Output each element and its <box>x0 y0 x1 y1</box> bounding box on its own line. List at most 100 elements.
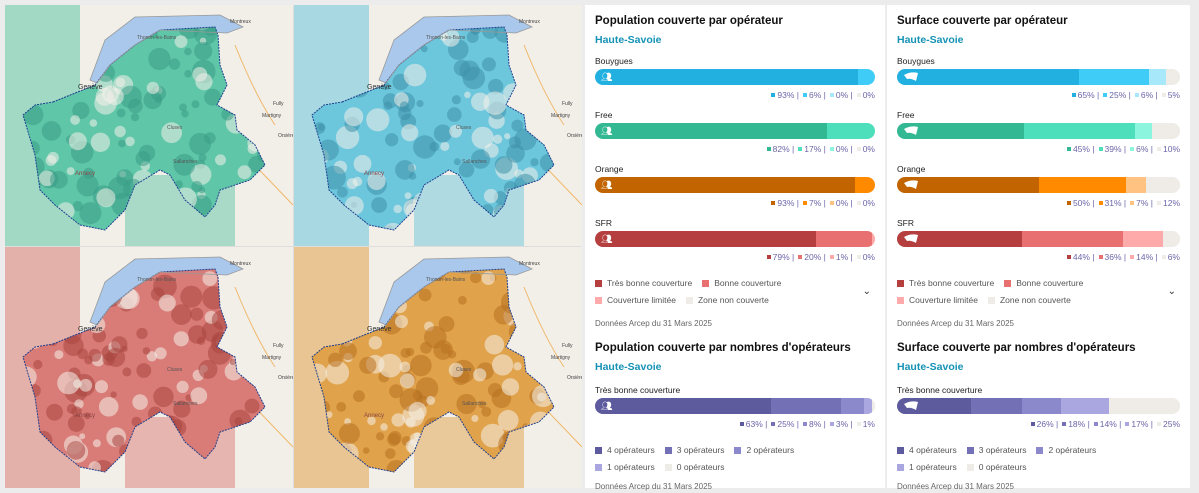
chevron-down-icon[interactable]: ⌄ <box>862 286 871 297</box>
operator-bar-free[interactable] <box>897 123 1180 139</box>
percentage-value: 5% <box>1158 90 1180 100</box>
percentages: 93% | 7% | 0% | 0% <box>595 198 875 208</box>
svg-text:Fully: Fully <box>273 101 284 107</box>
svg-text:Orsières: Orsières <box>278 375 293 381</box>
percentage-value: 25% | <box>767 419 799 429</box>
svg-text:Martigny: Martigny <box>551 355 571 361</box>
legend-item: Zone non couverte <box>987 295 1071 305</box>
population-panel: Population couverte par opérateur Haute-… <box>585 5 885 491</box>
people-icon: 👥︎ <box>601 126 613 136</box>
percentage-value: 6% <box>1158 252 1180 262</box>
bar-segment <box>1134 123 1152 139</box>
svg-text:Fully: Fully <box>562 343 573 349</box>
panel-title: Population couverte par opérateur <box>595 15 783 27</box>
bar-segment <box>1126 177 1147 193</box>
operator-bar-sfr[interactable] <box>897 231 1180 247</box>
map-bouygues[interactable]: Genève Montreux Martigny Fully Orsières … <box>5 5 293 246</box>
bar-segment <box>1123 231 1163 247</box>
percentages: 79% | 20% | 1% | 0% <box>595 252 875 262</box>
bar-segment <box>1021 398 1062 414</box>
operators-count-bar[interactable] <box>897 398 1180 414</box>
percentage-value: 0% <box>853 252 875 262</box>
data-source: Données Arcep du 31 Mars 2025 <box>897 319 1014 328</box>
percentage-value: 6% | <box>1126 144 1153 154</box>
svg-text:Thonon-les-Bains: Thonon-les-Bains <box>426 35 466 41</box>
legend-item: 1 opérateurs <box>595 462 655 472</box>
operator-bar-bouygues[interactable] <box>897 69 1180 85</box>
svg-text:Thonon-les-Bains: Thonon-les-Bains <box>137 35 177 41</box>
percentage-value: 17% | <box>794 144 826 154</box>
percentage-value: 8% | <box>799 419 826 429</box>
data-source: Données Arcep du 31 Mars 2025 <box>595 482 712 491</box>
svg-text:Montreux: Montreux <box>519 261 540 267</box>
bar-segment <box>1061 398 1110 414</box>
operator-bar-sfr[interactable]: 👥︎ <box>595 231 875 247</box>
svg-text:Fully: Fully <box>273 343 284 349</box>
legend-item: 4 opérateurs <box>595 445 655 455</box>
bar-segment <box>1151 123 1180 139</box>
bar-segment <box>1163 231 1180 247</box>
percentage-value: 31% | <box>1095 198 1126 208</box>
percentage-value: 63% | <box>736 419 767 429</box>
percentages: 44% | 36% | 14% | 6% <box>897 252 1180 262</box>
coverage-maps: Genève Montreux Martigny Fully Orsières … <box>5 5 582 488</box>
percentage-value: 25% <box>1153 419 1180 429</box>
bar-segment <box>897 69 1080 85</box>
legend: 4 opérateurs 3 opérateurs 2 opérateurs 1 op… <box>897 445 1180 472</box>
percentage-value: 0% | <box>826 90 853 100</box>
svg-text:Martigny: Martigny <box>551 113 571 119</box>
chevron-down-icon[interactable]: ⌄ <box>1167 286 1176 297</box>
percentage-value: 93% | <box>767 90 799 100</box>
percentage-value: 82% | <box>763 144 794 154</box>
svg-text:Thonon-les-Bains: Thonon-les-Bains <box>426 277 466 283</box>
svg-text:Annecy: Annecy <box>75 171 95 177</box>
label-geneve: Genève <box>78 84 103 91</box>
map-orange[interactable]: Genève Montreux Martigny Fully Orsières … <box>294 247 582 488</box>
percentage-value: 0% <box>853 144 875 154</box>
operator-bar-free[interactable]: 👥︎ <box>595 123 875 139</box>
bar-segment <box>897 177 1039 193</box>
bar-segment <box>595 69 859 85</box>
svg-text:Martigny: Martigny <box>262 113 282 119</box>
bar-segment <box>841 398 864 414</box>
bar-segment <box>872 231 875 247</box>
map-sfr[interactable]: Genève Montreux Martigny Fully Orsières … <box>5 247 293 488</box>
legend-item: 2 opérateurs <box>734 445 794 455</box>
svg-text:Montreux: Montreux <box>519 19 540 25</box>
bar-segment <box>1038 177 1127 193</box>
percentage-value: 36% | <box>1095 252 1126 262</box>
svg-text:Thonon-les-Bains: Thonon-les-Bains <box>137 277 177 283</box>
operator-bar-orange[interactable]: 👥︎ <box>595 177 875 193</box>
operator-bar-bouygues[interactable]: 👥︎ <box>595 69 875 85</box>
percentages: 63% | 25% | 8% | 3% | 1% <box>595 419 875 429</box>
area-icon <box>903 72 919 82</box>
legend-item: Couverture limitée <box>897 295 978 305</box>
area-icon <box>903 180 919 190</box>
percentage-value: 6% | <box>1131 90 1158 100</box>
percentage-value: 26% | <box>1027 419 1058 429</box>
legend-item: Zone non couverte <box>685 295 769 305</box>
label-geneve: Genève <box>78 326 103 333</box>
svg-text:Martigny: Martigny <box>262 355 282 361</box>
bar-segment <box>1079 69 1150 85</box>
operators-count-bar[interactable]: 👥︎ <box>595 398 875 414</box>
legend: Très bonne couverture Bonne couverture Cou… <box>595 278 875 305</box>
percentage-value: 20% | <box>794 252 826 262</box>
people-icon: 👥︎ <box>601 401 613 411</box>
legend-item: Très bonne couverture <box>897 278 994 288</box>
percentage-value: 10% <box>1153 144 1180 154</box>
percentage-value: 1% | <box>826 252 853 262</box>
map-free[interactable]: Genève Montreux Martigny Fully Orsières … <box>294 5 582 246</box>
percentages: 26% | 18% | 14% | 17% | 25% <box>897 419 1180 429</box>
region-name: Haute-Savoie <box>897 361 964 373</box>
area-icon <box>903 234 919 244</box>
svg-text:Sallanches: Sallanches <box>462 159 487 165</box>
bar-segment <box>595 231 817 247</box>
area-icon <box>903 126 919 136</box>
bar-segment <box>1165 69 1180 85</box>
bar-segment <box>771 398 842 414</box>
svg-text:Cluses: Cluses <box>456 367 472 373</box>
bar-segment <box>855 177 875 193</box>
svg-text:Sallanches: Sallanches <box>462 401 487 407</box>
operator-bar-orange[interactable] <box>897 177 1180 193</box>
